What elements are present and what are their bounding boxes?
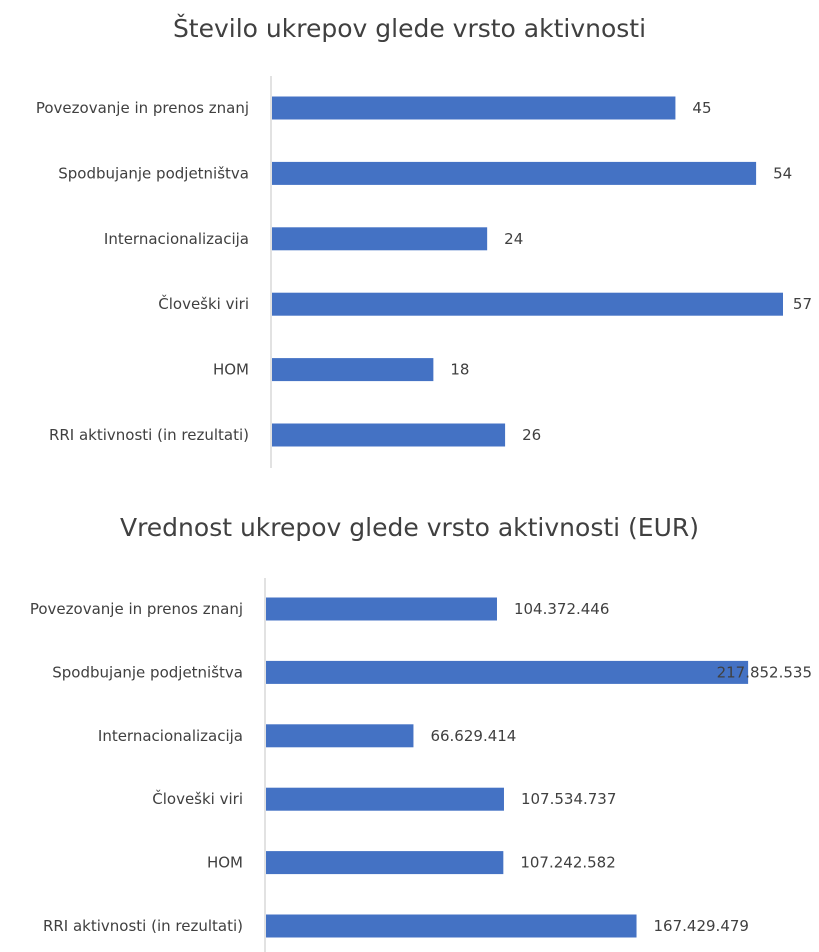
bar [272, 358, 434, 382]
chart-plot: Povezovanje in prenos znanj 45 Spodbujanje… [36, 76, 812, 468]
category-label: Internacionalizacija [104, 230, 249, 248]
bar [266, 597, 497, 621]
category-label: Povezovanje in prenos znanj [30, 600, 243, 618]
category-label: Povezovanje in prenos znanj [36, 99, 249, 117]
bar [272, 161, 757, 185]
category-label: RRI aktivnosti (in rezultati) [49, 426, 249, 444]
bar [266, 787, 504, 811]
chart-count: Število ukrepov glede vrsto aktivnosti P… [0, 0, 819, 470]
chart-title: Vrednost ukrepov glede vrsto aktivnosti … [119, 513, 700, 542]
data-label: 26 [522, 426, 541, 444]
data-label: 66.629.414 [430, 727, 516, 745]
chart-title: Število ukrepov glede vrsto aktivnosti [172, 14, 647, 43]
bar [272, 423, 506, 447]
category-label: Internacionalizacija [98, 727, 243, 745]
data-label: 217.852.535 [717, 663, 812, 681]
bar [266, 851, 504, 875]
bar [272, 96, 676, 120]
bar [266, 660, 749, 684]
data-label: 54 [773, 164, 792, 182]
data-label: 107.242.582 [520, 854, 615, 872]
data-label: 18 [450, 361, 469, 379]
category-label: RRI aktivnosti (in rezultati) [43, 917, 243, 935]
category-label: Spodbujanje podjetništva [58, 164, 249, 182]
category-label: Človeški viri [152, 789, 243, 808]
category-label: Spodbujanje podjetništva [52, 663, 243, 681]
category-label: HOM [207, 854, 243, 872]
bar [272, 227, 488, 251]
bar [266, 914, 637, 938]
data-label: 107.534.737 [521, 790, 616, 808]
data-label: 104.372.446 [514, 600, 609, 618]
bar [266, 724, 414, 748]
bar [272, 292, 783, 316]
category-label: Človeški viri [158, 294, 249, 313]
data-label: 167.429.479 [654, 917, 749, 935]
data-label: 57 [793, 295, 812, 313]
data-label: 24 [504, 230, 523, 248]
data-label: 45 [692, 99, 711, 117]
category-label: HOM [213, 361, 249, 379]
